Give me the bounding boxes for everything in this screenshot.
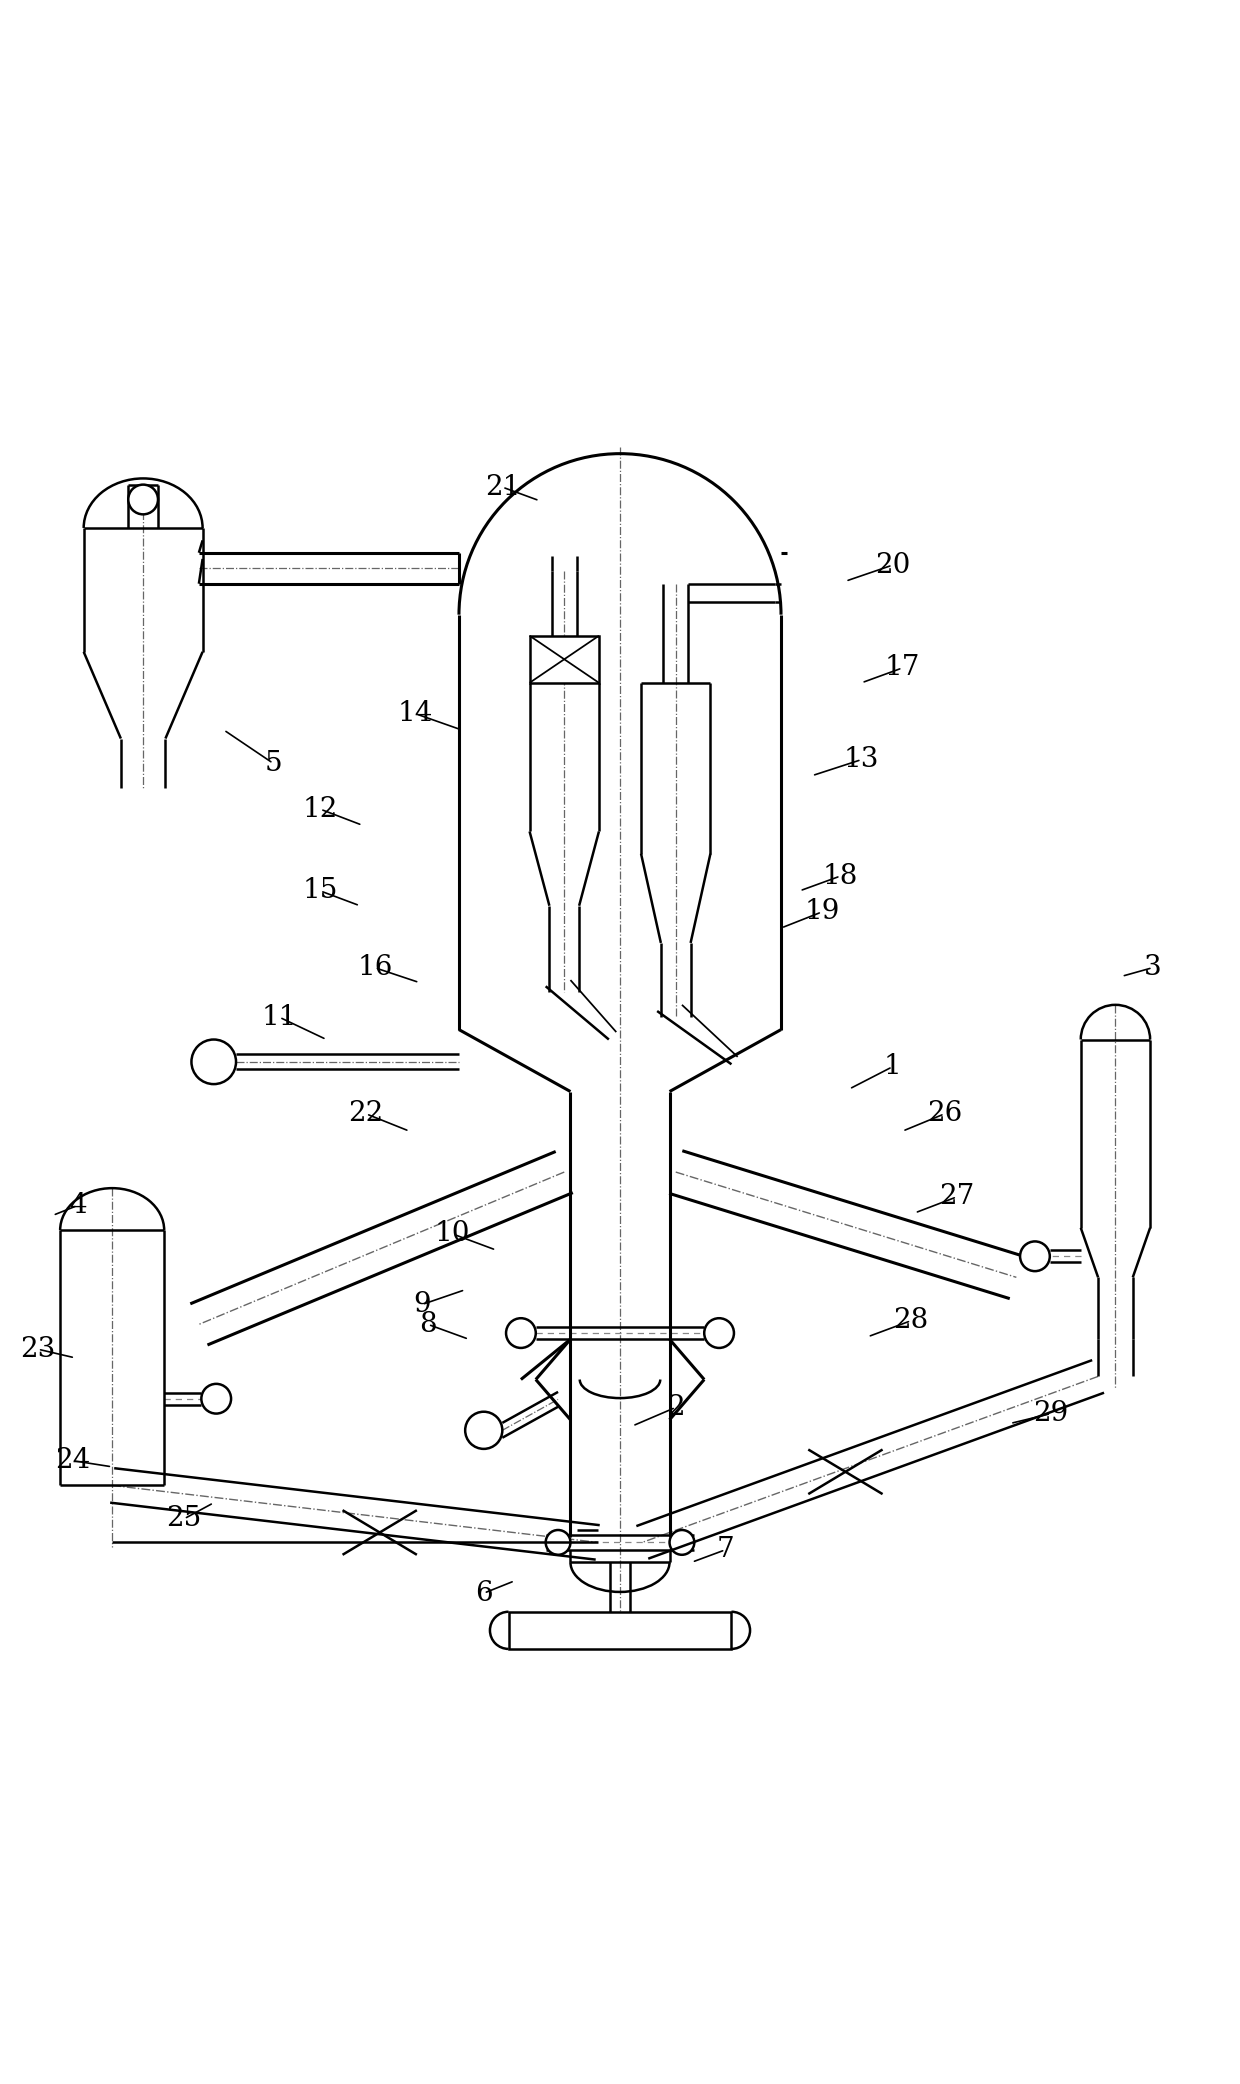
Text: 25: 25 xyxy=(166,1505,202,1532)
Text: 15: 15 xyxy=(303,877,339,904)
Text: 1: 1 xyxy=(884,1052,901,1080)
Text: 24: 24 xyxy=(55,1446,91,1473)
Text: 10: 10 xyxy=(435,1221,470,1248)
Text: 18: 18 xyxy=(823,863,858,890)
Text: 21: 21 xyxy=(485,473,520,500)
Ellipse shape xyxy=(128,486,157,515)
Circle shape xyxy=(465,1411,502,1448)
Circle shape xyxy=(670,1530,694,1555)
Text: 11: 11 xyxy=(262,1004,298,1032)
Bar xyxy=(508,1611,732,1648)
Text: 26: 26 xyxy=(926,1100,962,1127)
Text: 16: 16 xyxy=(357,954,392,982)
Text: 27: 27 xyxy=(939,1184,975,1211)
Text: 17: 17 xyxy=(884,654,920,681)
Text: 22: 22 xyxy=(348,1100,383,1127)
Text: 13: 13 xyxy=(844,746,879,773)
Text: 29: 29 xyxy=(1033,1400,1069,1428)
Bar xyxy=(529,636,599,684)
Text: 20: 20 xyxy=(874,552,910,579)
Circle shape xyxy=(506,1319,536,1348)
Text: 2: 2 xyxy=(667,1394,684,1421)
Text: 9: 9 xyxy=(413,1292,430,1317)
Text: 7: 7 xyxy=(717,1536,734,1563)
Text: 23: 23 xyxy=(20,1336,56,1363)
Circle shape xyxy=(704,1319,734,1348)
Text: 4: 4 xyxy=(68,1192,87,1219)
Text: 5: 5 xyxy=(264,750,281,777)
Text: 6: 6 xyxy=(475,1580,492,1607)
Circle shape xyxy=(191,1040,236,1084)
Text: 12: 12 xyxy=(303,796,339,823)
Text: 19: 19 xyxy=(805,898,839,925)
Circle shape xyxy=(201,1384,231,1413)
Text: 8: 8 xyxy=(419,1311,436,1338)
Text: 28: 28 xyxy=(894,1307,929,1334)
Circle shape xyxy=(1021,1242,1050,1271)
Text: 14: 14 xyxy=(398,700,433,727)
Text: 3: 3 xyxy=(1143,954,1162,982)
Circle shape xyxy=(546,1530,570,1555)
